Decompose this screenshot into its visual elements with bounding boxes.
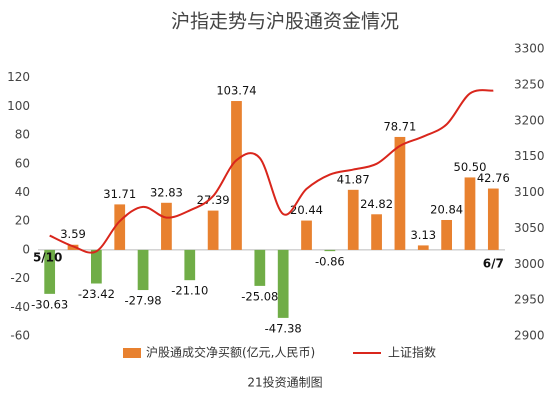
y2-tick-label: 3300	[514, 42, 545, 56]
legend-label: 上证指数	[388, 345, 436, 360]
bar	[44, 249, 56, 294]
bar	[254, 249, 266, 286]
bar	[137, 249, 149, 291]
y2-tick-label: 3150	[514, 149, 545, 163]
bar	[371, 214, 382, 250]
y-tick-label: -40	[10, 300, 30, 314]
y2-tick-label: 3200	[514, 113, 545, 127]
bar	[184, 249, 196, 281]
y2-tick-label: 3250	[514, 77, 545, 91]
value-label: -30.63	[31, 297, 68, 311]
bar	[441, 219, 452, 250]
bar	[301, 220, 312, 250]
bar	[394, 136, 406, 250]
y-tick-label: 40	[15, 185, 30, 199]
value-label: 42.76	[477, 171, 510, 185]
bar	[324, 249, 336, 252]
value-label: 32.83	[150, 185, 183, 199]
legend-label: 沪股通成交净买额(亿元,人民币)	[146, 345, 315, 360]
y-tick-label: -60	[10, 329, 30, 343]
value-label: 24.82	[360, 197, 393, 211]
y-tick-label: 120	[7, 70, 30, 84]
bar	[231, 101, 242, 250]
legend-swatch	[123, 348, 141, 358]
value-label: 50.50	[454, 160, 487, 174]
chart-title: 沪指走势与沪股通资金情况	[171, 11, 399, 33]
value-label: 103.74	[216, 84, 256, 98]
value-label: -27.98	[125, 294, 162, 308]
value-label: -0.86	[315, 255, 345, 269]
value-label: -47.38	[265, 321, 302, 335]
y-tick-label: -20	[10, 271, 30, 285]
bar	[487, 188, 499, 250]
bar	[114, 204, 126, 250]
x-tick-label: 5/10	[33, 250, 62, 264]
y-tick-label: 60	[15, 156, 30, 170]
y2-tick-label: 3050	[514, 221, 545, 235]
y2-tick-label: 2900	[514, 329, 545, 343]
y2-tick-label: 3000	[514, 257, 545, 271]
bar	[347, 189, 359, 250]
y-tick-label: 0	[22, 242, 30, 256]
bar	[464, 177, 476, 250]
bar	[91, 249, 102, 284]
y2-tick-label: 2950	[514, 293, 545, 307]
value-label: -23.42	[78, 287, 115, 301]
value-label: 20.44	[290, 203, 323, 217]
y-tick-label: 80	[15, 128, 30, 142]
bar	[277, 249, 289, 318]
value-label: 31.71	[103, 187, 136, 201]
bar	[161, 202, 172, 250]
y-tick-label: 20	[15, 214, 30, 228]
value-label: 3.59	[60, 227, 86, 241]
x-tick-label: 6/7	[483, 256, 504, 270]
y2-tick-label: 3100	[514, 185, 545, 199]
value-label: 20.84	[430, 202, 463, 216]
bar	[417, 245, 429, 250]
value-label: 78.71	[383, 119, 416, 133]
bar	[207, 210, 219, 250]
index-line	[49, 89, 494, 254]
value-label: 3.13	[410, 228, 436, 242]
source: 21投资通制图	[247, 375, 322, 390]
value-label: 41.87	[337, 172, 370, 186]
value-label: -21.10	[171, 284, 208, 298]
y-tick-label: 100	[7, 99, 30, 113]
value-label: -25.08	[241, 289, 278, 303]
